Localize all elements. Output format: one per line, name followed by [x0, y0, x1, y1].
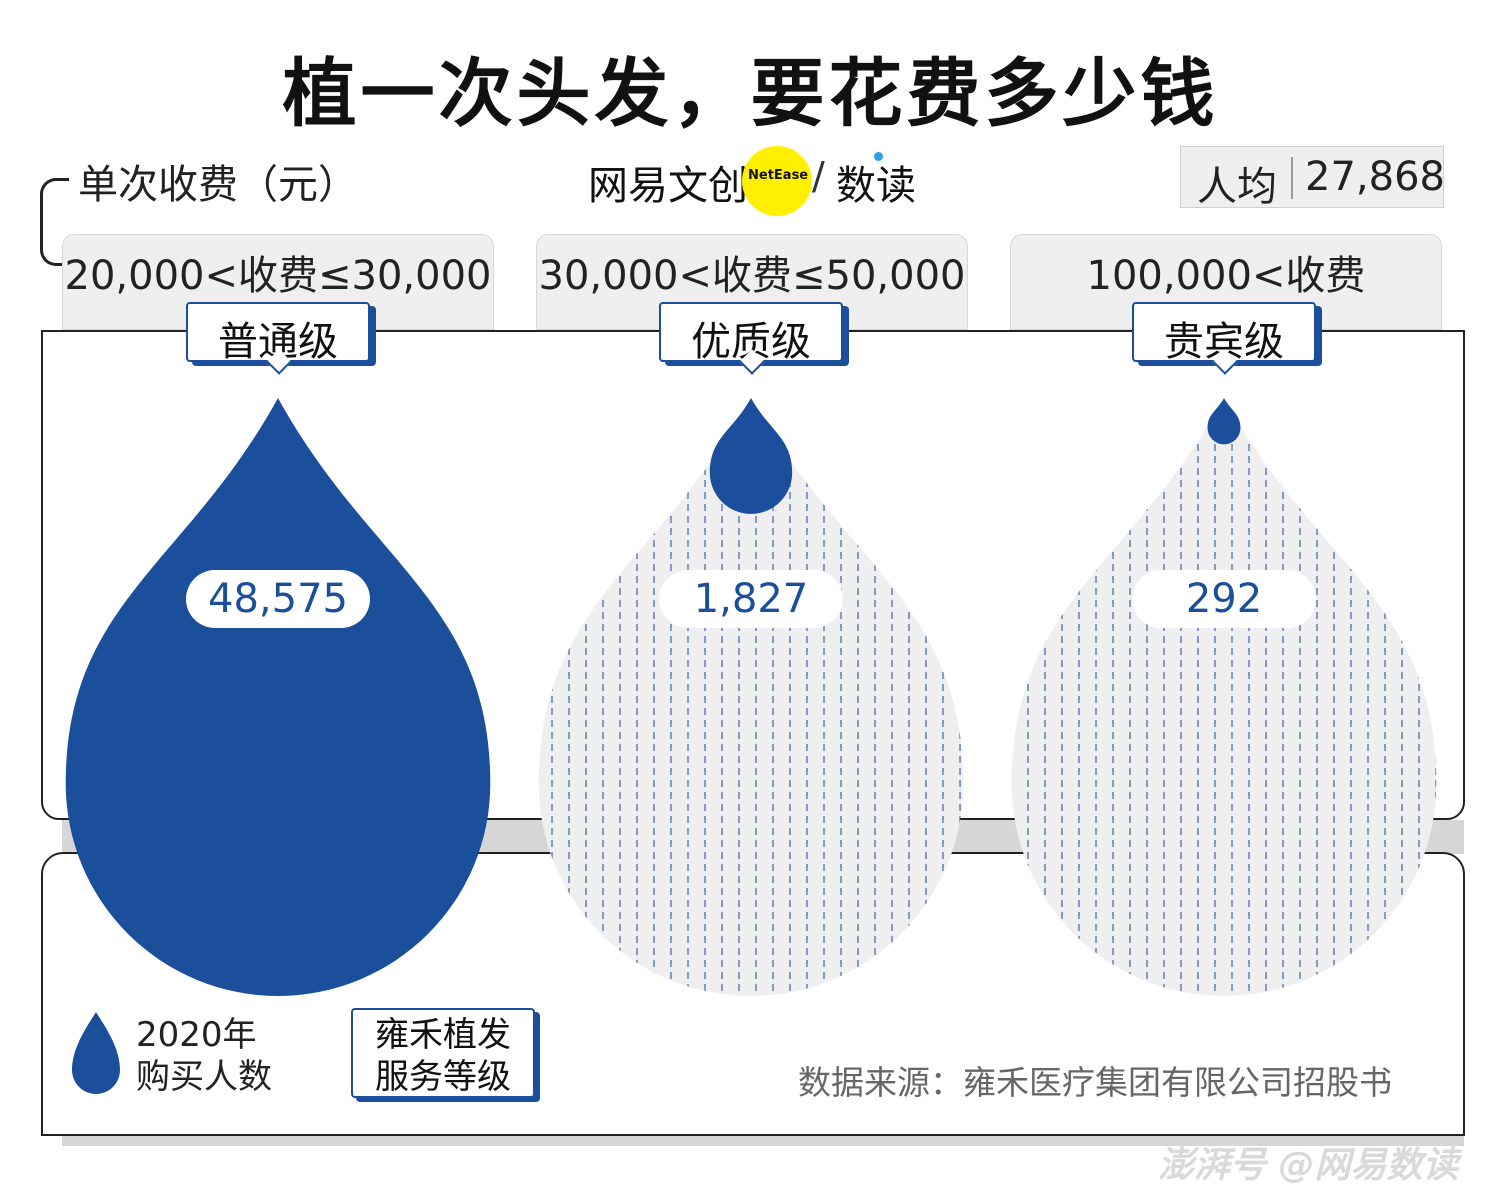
- logo-brand-en: NetEase: [748, 168, 809, 183]
- average-value: 27,868: [1305, 154, 1445, 200]
- logo-sub: 数读: [836, 163, 916, 209]
- value-label-0: 48,575: [186, 570, 370, 628]
- drop-background-1: [538, 398, 964, 997]
- tier-label-2: 贵宾级: [1132, 302, 1316, 375]
- value-label-1: 1,827: [659, 570, 843, 628]
- average-box: 人均 27,868: [1180, 146, 1445, 210]
- drop-mark-1: [709, 398, 793, 514]
- legend-drop-label: 2020年 购买人数: [136, 1015, 272, 1097]
- average-divider: [1291, 157, 1293, 199]
- drop-mark-2: [1207, 398, 1241, 445]
- watermark: 澎湃号 @网易数读: [1158, 1145, 1459, 1186]
- value-label-2: 292: [1132, 570, 1316, 628]
- logo-blue-dot-icon: [874, 152, 883, 161]
- range-label: 100,000<收费: [1086, 253, 1366, 299]
- tier-label-1: 优质级: [659, 302, 843, 375]
- range-label: 30,000<收费≤50,000: [538, 253, 966, 299]
- page-title: 植一次头发，要花费多少钱: [282, 51, 1219, 137]
- range-label: 20,000<收费≤30,000: [64, 253, 492, 299]
- drop-background-2: [1011, 398, 1437, 997]
- drop-mark-0: [65, 398, 491, 997]
- legend-service-box: 雍禾植发 服务等级: [351, 1008, 535, 1098]
- legend-service-label: 雍禾植发 服务等级: [375, 1015, 511, 1097]
- unit-label: 单次收费（元）: [78, 162, 358, 208]
- legend-drop-icon: [72, 1012, 120, 1094]
- logo-slash: /: [812, 154, 825, 198]
- unit-bracket: [40, 178, 69, 266]
- average-label: 人均: [1197, 164, 1277, 210]
- tier-label-0: 普通级: [186, 302, 370, 375]
- logo-yellow-circle-icon: [742, 146, 812, 216]
- panel-bottom-shadow: [62, 1136, 1464, 1146]
- data-source: 数据来源：雍禾医疗集团有限公司招股书: [798, 1063, 1392, 1102]
- logo-brand-cn: 网易文创: [588, 163, 748, 209]
